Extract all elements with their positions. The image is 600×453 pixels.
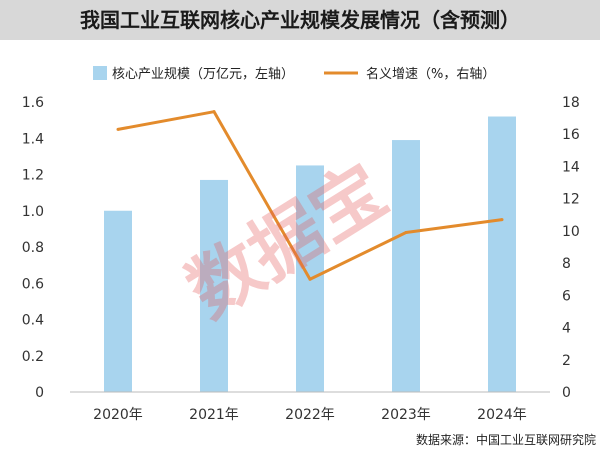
growth-point-1 <box>212 110 216 114</box>
left-tick-label: 0.8 <box>22 240 44 256</box>
legend-bar-label: 核心产业规模（万亿元，左轴） <box>112 67 294 82</box>
left-tick-label: 0 <box>35 385 44 401</box>
x-tick-label: 2022年 <box>285 407 335 423</box>
right-tick-label: 10 <box>562 224 580 240</box>
source-note: 数据来源：中国工业互联网研究院 <box>416 432 596 447</box>
line-series <box>116 110 504 281</box>
bar-3 <box>392 140 420 392</box>
right-tick-label: 14 <box>562 159 580 175</box>
left-tick-label: 0.6 <box>22 276 44 292</box>
x-tick-label: 2020年 <box>93 407 143 423</box>
chart-title: 我国工业互联网核心产业规模发展情况（含预测） <box>80 8 520 32</box>
right-tick-label: 8 <box>562 256 571 272</box>
bar-4 <box>488 116 516 392</box>
legend-line-label: 名义增速（%，右轴） <box>366 66 495 82</box>
bar-series <box>104 116 516 392</box>
left-tick-label: 1.2 <box>22 168 44 184</box>
right-tick-label: 16 <box>562 127 580 143</box>
left-tick-label: 0.2 <box>22 349 44 365</box>
x-axis-ticks: 2020年 2021年 2022年 2023年 2024年 <box>93 407 527 423</box>
bar-0 <box>104 210 132 392</box>
x-tick-label: 2024年 <box>477 407 527 423</box>
left-tick-label: 1.0 <box>22 204 44 220</box>
watermark: 数据宝 <box>173 148 401 334</box>
right-tick-label: 2 <box>562 353 571 369</box>
growth-point-4 <box>500 218 504 222</box>
growth-point-2 <box>308 277 312 281</box>
right-tick-label: 12 <box>562 192 580 208</box>
right-tick-label: 6 <box>562 288 571 304</box>
x-tick-label: 2023年 <box>381 407 431 423</box>
left-tick-label: 0.4 <box>22 313 44 329</box>
bar-1 <box>200 179 228 392</box>
right-axis-ticks: 0 2 4 6 8 10 12 14 16 18 <box>562 95 580 401</box>
left-axis-ticks: 0 0.2 0.4 0.6 0.8 1.0 1.2 1.4 1.6 <box>22 95 44 401</box>
legend-bar-swatch <box>93 66 107 80</box>
title-bar <box>0 0 600 40</box>
left-tick-label: 1.4 <box>22 131 44 147</box>
growth-point-0 <box>116 127 120 131</box>
right-tick-label: 18 <box>562 95 580 111</box>
right-tick-label: 4 <box>562 321 571 337</box>
legend: 核心产业规模（万亿元，左轴） 名义增速（%，右轴） <box>93 66 495 82</box>
right-tick-label: 0 <box>562 385 571 401</box>
x-tick-label: 2021年 <box>189 407 239 423</box>
growth-point-3 <box>404 231 408 234</box>
left-tick-label: 1.6 <box>22 95 44 111</box>
